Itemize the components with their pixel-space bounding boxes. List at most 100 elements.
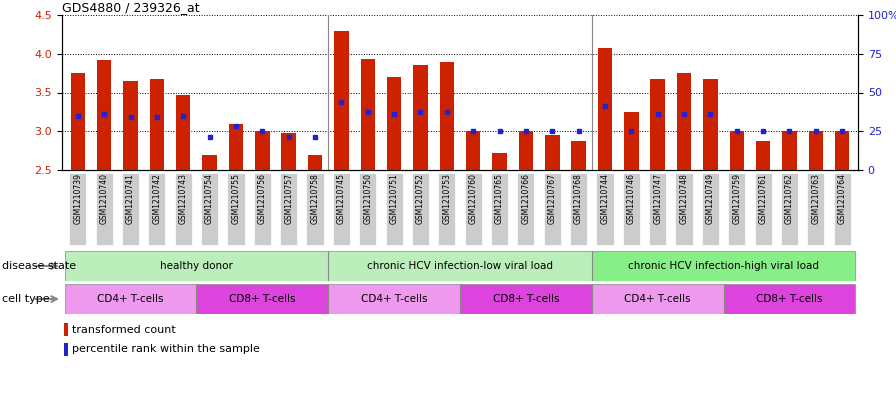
Text: CD8+ T-cells: CD8+ T-cells (756, 294, 823, 304)
Bar (440, 61, 454, 170)
Text: GSM1210764: GSM1210764 (838, 173, 847, 224)
Bar (281, 133, 296, 170)
Text: GSM1210755: GSM1210755 (231, 173, 240, 224)
Bar (65, 251, 328, 281)
Bar (702, 173, 719, 245)
Bar (465, 173, 482, 245)
Text: GSM1210763: GSM1210763 (811, 173, 821, 224)
Text: GSM1210747: GSM1210747 (653, 173, 662, 224)
Text: GSM1210762: GSM1210762 (785, 173, 794, 224)
Bar (228, 123, 243, 170)
Text: GSM1210751: GSM1210751 (390, 173, 399, 224)
Text: CD8+ T-cells: CD8+ T-cells (493, 294, 559, 304)
Bar (781, 173, 798, 245)
Bar (650, 79, 665, 170)
Bar (591, 284, 724, 314)
Bar (359, 173, 376, 245)
Bar (65, 284, 196, 314)
Bar (807, 173, 824, 245)
Bar (71, 73, 85, 170)
Text: GSM1210768: GSM1210768 (574, 173, 583, 224)
Text: GSM1210750: GSM1210750 (363, 173, 372, 224)
Text: chronic HCV infection-high viral load: chronic HCV infection-high viral load (628, 261, 819, 271)
Bar (175, 173, 192, 245)
Text: chronic HCV infection-low viral load: chronic HCV infection-low viral load (367, 261, 553, 271)
Bar (460, 284, 591, 314)
Text: CD4+ T-cells: CD4+ T-cells (625, 294, 691, 304)
Bar (491, 173, 508, 245)
Text: transformed count: transformed count (73, 325, 176, 334)
Text: GSM1210752: GSM1210752 (416, 173, 425, 224)
Text: GSM1210743: GSM1210743 (178, 173, 188, 224)
Bar (623, 173, 640, 245)
Bar (598, 48, 612, 170)
Text: GSM1210760: GSM1210760 (469, 173, 478, 224)
Text: GSM1210765: GSM1210765 (495, 173, 504, 224)
Text: healthy donor: healthy donor (160, 261, 233, 271)
Bar (544, 173, 561, 245)
Bar (176, 95, 191, 170)
Bar (545, 135, 559, 170)
Text: GSM1210739: GSM1210739 (73, 173, 82, 224)
Bar (64, 323, 68, 336)
Bar (360, 59, 375, 170)
Bar (676, 173, 693, 245)
Bar (808, 131, 823, 170)
Bar (649, 173, 667, 245)
Bar (196, 284, 328, 314)
Bar (728, 173, 745, 245)
Bar (466, 131, 480, 170)
Bar (591, 251, 856, 281)
Bar (201, 173, 218, 245)
Bar (387, 77, 401, 170)
Bar (724, 284, 856, 314)
Bar (150, 79, 164, 170)
Bar (625, 112, 639, 170)
Text: GSM1210756: GSM1210756 (258, 173, 267, 224)
Text: GSM1210744: GSM1210744 (600, 173, 609, 224)
Bar (519, 131, 533, 170)
Text: GSM1210767: GSM1210767 (547, 173, 556, 224)
Bar (729, 131, 744, 170)
Bar (149, 173, 166, 245)
Text: GSM1210746: GSM1210746 (627, 173, 636, 224)
Text: percentile rank within the sample: percentile rank within the sample (73, 344, 260, 354)
Bar (835, 131, 849, 170)
Bar (306, 173, 323, 245)
Text: GSM1210754: GSM1210754 (205, 173, 214, 224)
Text: CD4+ T-cells: CD4+ T-cells (98, 294, 164, 304)
Bar (782, 131, 797, 170)
Text: cell type: cell type (2, 294, 49, 304)
Text: GDS4880 / 239326_at: GDS4880 / 239326_at (62, 1, 200, 14)
Text: GSM1210740: GSM1210740 (99, 173, 108, 224)
Bar (492, 153, 507, 170)
Bar (703, 79, 718, 170)
Text: GSM1210748: GSM1210748 (679, 173, 688, 224)
Bar (254, 173, 271, 245)
Text: GSM1210753: GSM1210753 (443, 173, 452, 224)
Bar (332, 173, 350, 245)
Bar (124, 81, 138, 170)
Bar (202, 154, 217, 170)
Bar (69, 173, 86, 245)
Bar (122, 173, 139, 245)
Bar (328, 251, 591, 281)
Bar (96, 173, 113, 245)
Bar (756, 141, 771, 170)
Bar (412, 173, 429, 245)
Bar (328, 284, 460, 314)
Bar (572, 141, 586, 170)
Bar (597, 173, 614, 245)
Bar (413, 65, 427, 170)
Bar (228, 173, 245, 245)
Bar (255, 131, 270, 170)
Text: GSM1210761: GSM1210761 (759, 173, 768, 224)
Bar (64, 343, 68, 356)
Bar (385, 173, 402, 245)
Text: GSM1210758: GSM1210758 (311, 173, 320, 224)
Bar (97, 60, 111, 170)
Bar (308, 154, 323, 170)
Bar (280, 173, 297, 245)
Bar (334, 31, 349, 170)
Bar (438, 173, 455, 245)
